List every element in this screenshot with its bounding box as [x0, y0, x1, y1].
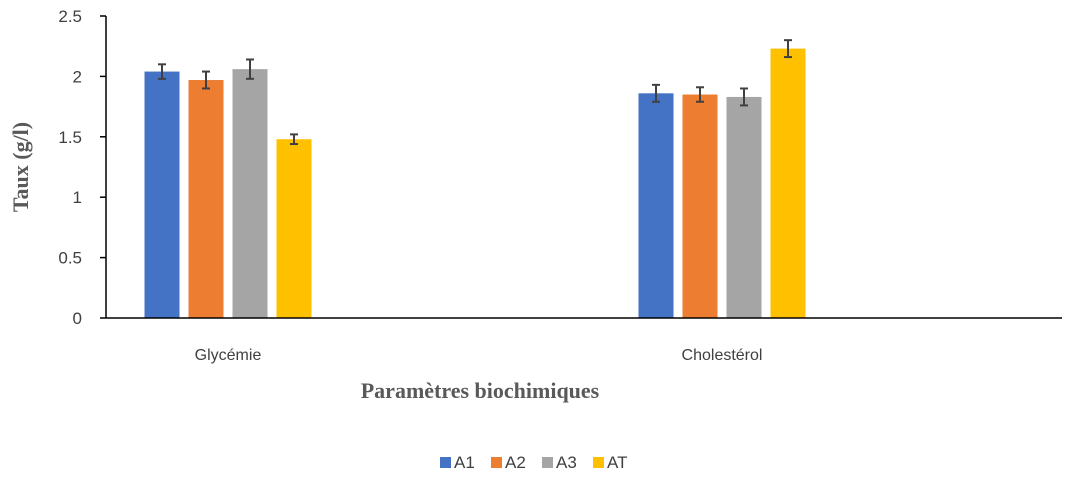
- bar-a1-1: [638, 93, 674, 318]
- bar-a2-1: [682, 94, 718, 319]
- legend-swatch-a2: [491, 457, 502, 468]
- y-tick-label: 0.5: [58, 249, 82, 268]
- y-axis-title: Taux (g/l): [8, 122, 33, 212]
- legend: A1 A2 A3 AT: [440, 453, 627, 472]
- legend-label-at: AT: [607, 453, 627, 472]
- legend-label-a2: A2: [505, 453, 526, 472]
- bar-at-1: [770, 48, 806, 319]
- y-tick-label: 2: [73, 67, 82, 86]
- legend-label-a3: A3: [556, 453, 577, 472]
- x-axis-categories: Glycémie Cholestérol: [195, 347, 763, 364]
- y-tick-label: 2.5: [58, 7, 82, 26]
- y-tick-label: 1: [73, 188, 82, 207]
- y-tick-label: 0: [73, 309, 82, 328]
- bar-a2-0: [188, 80, 224, 318]
- x-axis-title: Paramètres biochimiques: [361, 378, 600, 403]
- legend-swatch-a1: [440, 457, 451, 468]
- legend-swatch-a3: [542, 457, 553, 468]
- bars: [144, 48, 806, 319]
- legend-swatch-at: [593, 457, 604, 468]
- bar-a3-1: [726, 96, 762, 318]
- legend-label-a1: A1: [454, 453, 475, 472]
- x-category-label: Glycémie: [195, 347, 262, 364]
- y-tick-label: 1.5: [58, 128, 82, 147]
- x-category-label: Cholestérol: [682, 347, 763, 364]
- bar-at-0: [276, 139, 312, 318]
- bar-a1-0: [144, 71, 180, 319]
- error-bars: [158, 39, 792, 146]
- bar-a3-0: [232, 69, 268, 318]
- y-axis-ticks: 0 0.5 1 1.5 2 2.5: [58, 7, 106, 328]
